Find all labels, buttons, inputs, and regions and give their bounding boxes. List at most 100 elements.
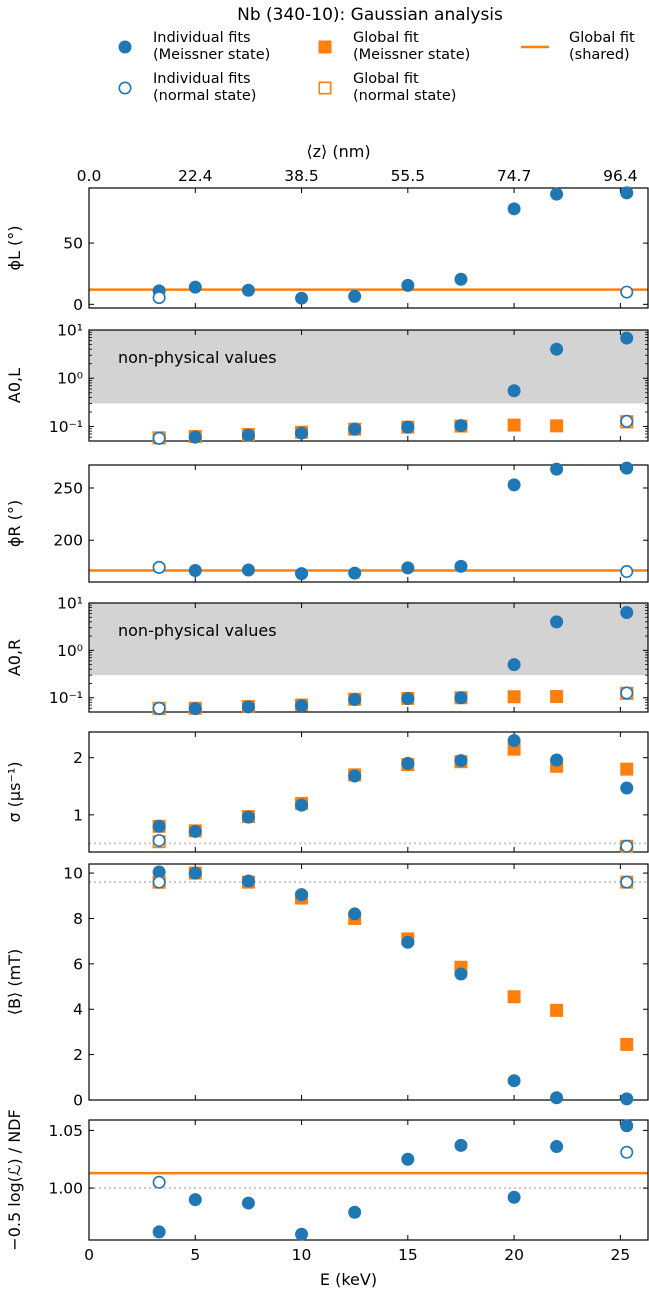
point-ind_m (620, 1119, 634, 1133)
legend-marker-glob_m (318, 40, 332, 54)
y-tick-label: 10⁻¹ (49, 418, 83, 436)
legend-label-glob_n: Global fit (353, 71, 419, 87)
point-ind_m (454, 559, 468, 573)
point-ind_n (620, 839, 634, 853)
point-ind_m (241, 563, 255, 577)
point-ind_m (454, 1138, 468, 1152)
point-ind_m (188, 564, 202, 578)
shaded-region (89, 603, 648, 676)
top-tick-label: 38.5 (284, 167, 319, 185)
y-axis-label: ϕL (°) (5, 225, 24, 270)
panel-ndf: 1.00 1.05 −0.5 log(ℒ) / NDF 0 5 10 15 20 25 E (ke… (5, 1109, 649, 1289)
point-glob_m (550, 690, 564, 704)
point-ind_m (454, 691, 468, 705)
point-ind_m (295, 699, 309, 713)
legend-sublabel-glob_n: (normal state) (353, 88, 456, 104)
point-ind_m (295, 567, 309, 581)
point-ind_m (152, 1225, 166, 1239)
point-ind_m (454, 967, 468, 981)
x-tick-label: 10 (292, 1246, 312, 1264)
point-glob_m (550, 419, 564, 433)
point-ind_n (152, 701, 166, 715)
y-tick-label: 6 (73, 955, 83, 973)
y-axis-label: ϕR (°) (5, 500, 24, 547)
top-tick-label: 74.7 (497, 167, 532, 185)
shaded-region (89, 330, 648, 404)
point-ind_n (152, 1175, 166, 1189)
point-ind_m (550, 1091, 564, 1105)
point-ind_n (152, 291, 166, 305)
point-glob_m (620, 1037, 634, 1051)
legend-sublabel-ind_n: (normal state) (153, 88, 256, 104)
point-ind_m (295, 291, 309, 305)
panel-phiR: 200 250 ϕR (°) (5, 461, 649, 583)
point-ind_n (620, 875, 634, 889)
point-ind_m (401, 1152, 415, 1166)
panel-B: 0 2 4 6 8 10 ⟨B⟩ (mT) (5, 863, 649, 1110)
point-ind_m (620, 461, 634, 475)
axes-frame (88, 731, 649, 853)
point-ind_n (620, 1145, 634, 1159)
y-tick-label: 10⁰ (57, 370, 83, 388)
point-ind_m (348, 566, 362, 580)
point-ind_n (620, 414, 634, 428)
point-ind_m (620, 331, 634, 345)
point-ind_m (152, 819, 166, 833)
point-ind_m (295, 798, 309, 812)
panel-phiL: 0 50 ϕL (°) 0.0 22.4 38.5 55.5 74.7 96.4 ⟨z⟩ (nm) (5, 142, 649, 314)
point-ind_m (550, 615, 564, 629)
panel-A0L: non-physical values 10⁻¹ 10⁰ 10¹ A0,L (5, 322, 649, 445)
point-ind_m (620, 606, 634, 620)
y-tick-label: 0 (73, 296, 83, 314)
shaded-region-label: non-physical values (118, 621, 277, 640)
point-ind_m (620, 781, 634, 795)
y-tick-label: 0 (73, 1092, 83, 1110)
point-glob_m (507, 990, 521, 1004)
y-tick-label: 2 (73, 1046, 83, 1064)
point-ind_m (188, 702, 202, 716)
legend-sublabel-shared: (shared) (569, 47, 630, 63)
point-ind_n (152, 431, 166, 445)
top-tick-label: 55.5 (391, 167, 426, 185)
point-ind_m (550, 187, 564, 201)
point-glob_m (507, 690, 521, 704)
axes-frame (88, 187, 649, 309)
x-axis-label: E (keV) (320, 1270, 377, 1289)
point-glob_m (507, 418, 521, 432)
point-ind_m (620, 186, 634, 200)
point-ind_m (620, 1092, 634, 1106)
point-ind_n (152, 560, 166, 574)
legend-sublabel-ind_m: (Meissner state) (153, 47, 270, 63)
point-ind_m (295, 426, 309, 440)
y-axis-label: A0,L (5, 368, 24, 403)
point-ind_m (348, 692, 362, 706)
top-tick-label: 0.0 (77, 167, 102, 185)
y-tick-label: 1.00 (48, 1180, 83, 1198)
x-tick-label: 5 (190, 1246, 200, 1264)
point-ind_m (507, 658, 521, 672)
legend-label-shared: Global fit (569, 30, 635, 46)
point-ind_m (188, 866, 202, 880)
point-ind_m (241, 428, 255, 442)
point-ind_m (348, 289, 362, 303)
point-ind_m (295, 888, 309, 902)
y-tick-label: 4 (73, 1001, 83, 1019)
y-axis-label: σ (μs⁻¹) (5, 761, 24, 822)
point-ind_m (401, 692, 415, 706)
y-tick-label: 10 (63, 865, 83, 883)
point-ind_m (454, 419, 468, 433)
point-ind_m (507, 1074, 521, 1088)
axes-frame (88, 863, 649, 1101)
point-ind_m (401, 278, 415, 292)
y-tick-label: 250 (53, 479, 83, 497)
point-ind_m (241, 1196, 255, 1210)
point-glob_m (550, 1003, 564, 1017)
y-tick-label: 8 (73, 910, 83, 928)
y-tick-label: 10¹ (57, 595, 83, 613)
y-axis-label: A0,R (5, 639, 24, 676)
point-ind_m (550, 342, 564, 356)
axes-frame (88, 1119, 649, 1241)
point-ind_m (348, 769, 362, 783)
point-ind_n (620, 285, 634, 299)
